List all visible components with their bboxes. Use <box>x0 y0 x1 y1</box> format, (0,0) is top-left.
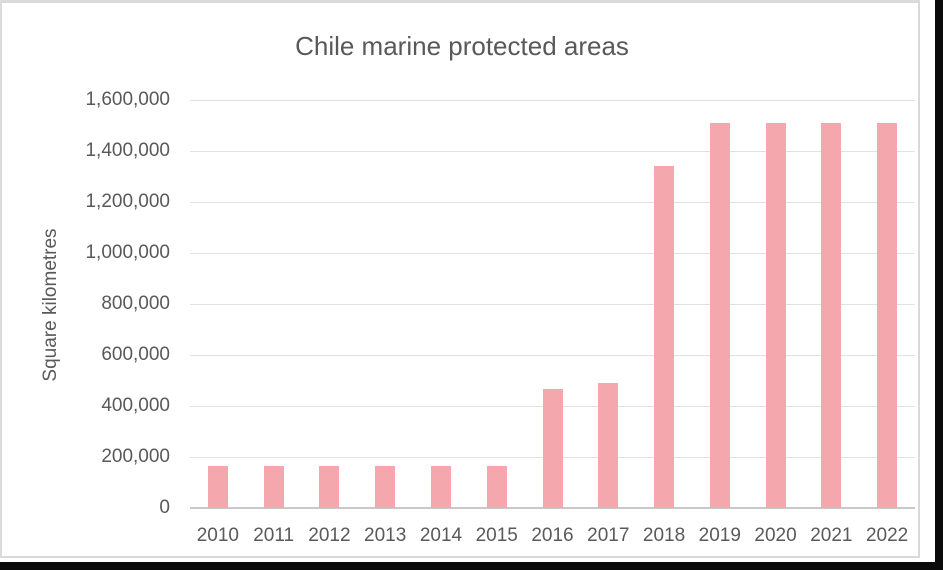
bar-2022 <box>877 123 898 508</box>
bar-2010 <box>207 466 228 508</box>
bar-2017 <box>598 383 619 508</box>
y-tick-label: 1,000,000 <box>85 242 170 263</box>
image-border-bottom <box>0 562 943 570</box>
gridline <box>190 252 915 254</box>
bar-2016 <box>542 389 563 508</box>
x-tick-label: 2010 <box>196 525 240 546</box>
x-tick-label: 2014 <box>419 525 463 546</box>
x-tick-label: 2022 <box>865 525 909 546</box>
gridline <box>190 99 915 101</box>
gridline <box>190 303 915 305</box>
x-tick-label: 2011 <box>253 525 295 546</box>
bar-2015 <box>486 466 507 508</box>
x-axis-line <box>190 507 915 509</box>
chart-card: Chile marine protected areas Square kilo… <box>0 0 920 558</box>
x-tick-label: 2020 <box>754 525 797 546</box>
gridline <box>190 201 915 203</box>
x-tick-label: 2017 <box>587 525 630 546</box>
x-tick-label: 2013 <box>364 525 407 546</box>
y-tick-label: 0 <box>159 497 170 518</box>
image-border-right <box>935 0 943 570</box>
x-tick-label: 2012 <box>308 525 351 546</box>
y-tick-label: 400,000 <box>101 395 170 416</box>
y-tick-label: 1,400,000 <box>85 140 170 161</box>
bar-2014 <box>430 466 451 508</box>
x-tick-label: 2016 <box>531 525 574 546</box>
x-tick-label: 2015 <box>475 525 518 546</box>
bar-2011 <box>263 466 284 508</box>
x-tick-label: 2019 <box>698 525 741 546</box>
gridline <box>190 354 915 356</box>
chart-title: Chile marine protected areas <box>295 31 629 61</box>
x-tick-label: 2018 <box>642 525 686 546</box>
y-tick-label: 800,000 <box>101 293 170 314</box>
plot-area <box>190 99 915 509</box>
y-tick-label: 600,000 <box>101 344 170 365</box>
y-tick-label: 200,000 <box>101 446 170 467</box>
bar-2020 <box>765 123 786 508</box>
y-tick-label: 1,200,000 <box>85 191 170 212</box>
bar-2012 <box>319 466 340 508</box>
x-tick-label: 2021 <box>810 525 853 546</box>
bar-2021 <box>821 123 842 508</box>
y-tick-label: 1,600,000 <box>85 89 170 110</box>
bar-2018 <box>654 166 675 508</box>
bar-2013 <box>375 466 396 508</box>
gridline <box>190 150 915 152</box>
bar-2019 <box>709 123 730 508</box>
